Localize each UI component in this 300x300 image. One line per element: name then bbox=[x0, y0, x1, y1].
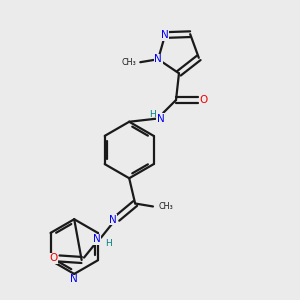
Text: CH₃: CH₃ bbox=[121, 58, 136, 67]
Text: H: H bbox=[149, 110, 156, 119]
Text: CH₃: CH₃ bbox=[158, 202, 173, 211]
Text: N: N bbox=[154, 54, 162, 64]
Text: N: N bbox=[157, 114, 164, 124]
Text: O: O bbox=[200, 95, 208, 105]
Text: H: H bbox=[105, 239, 112, 248]
Text: N: N bbox=[161, 30, 169, 40]
Text: O: O bbox=[49, 254, 58, 263]
Text: N: N bbox=[109, 215, 117, 225]
Text: N: N bbox=[93, 234, 101, 244]
Text: N: N bbox=[70, 274, 78, 284]
